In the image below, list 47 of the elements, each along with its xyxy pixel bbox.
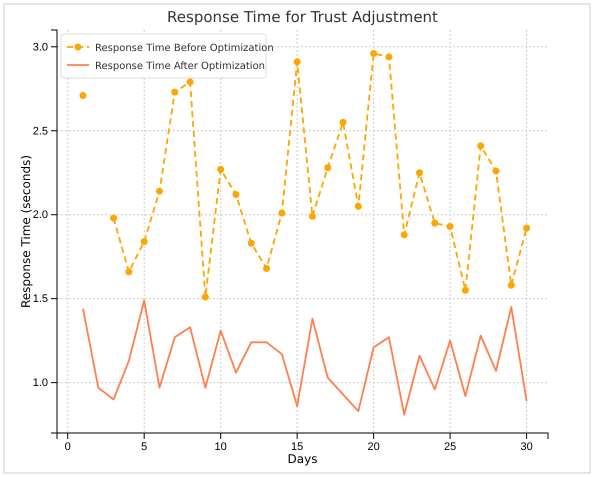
y-tick-label: 1.0 [32,377,48,390]
y-tick-label: 1.5 [32,293,48,306]
point [324,164,332,172]
point [80,92,87,99]
point [340,118,347,126]
point [492,168,500,175]
line-series [82,299,528,416]
x-axis-title: Days [288,452,318,466]
legend-label: Response Time Before Optimization [95,43,274,54]
point [263,264,270,272]
point [431,220,438,227]
point [171,88,178,96]
y-tick-label: 3.0 [32,41,48,54]
point [202,293,209,300]
y-axis-title: Response Time (seconds) [19,154,33,308]
point [523,224,530,232]
point [462,286,469,294]
legend-label: Response Time After Optimization [95,61,266,72]
point [140,238,148,246]
point [446,222,454,230]
point [416,169,424,176]
point [156,188,163,195]
point [400,231,408,238]
point [125,268,132,276]
x-tick-label: 0 [64,440,71,453]
point [186,78,194,86]
point [110,214,118,222]
point [294,58,301,66]
point [232,191,240,198]
chart-title: Response Time for Trust Adjustment [167,8,438,26]
point [477,142,484,150]
y-tick-label: 2.0 [32,209,48,222]
x-tick-label: 30 [520,440,533,453]
point [278,210,286,217]
x-tick-label: 20 [368,440,380,453]
x-tick-label: 15 [291,440,304,453]
x-tick-label: 5 [141,440,148,453]
x-tick-label: 10 [214,440,227,453]
point [308,212,316,220]
point [508,282,515,289]
point [385,53,392,60]
point [370,50,378,58]
point [354,202,362,210]
point [248,240,255,247]
x-tick-label: 25 [444,440,456,453]
y-tick-label: 2.5 [32,125,48,138]
point [217,166,224,173]
